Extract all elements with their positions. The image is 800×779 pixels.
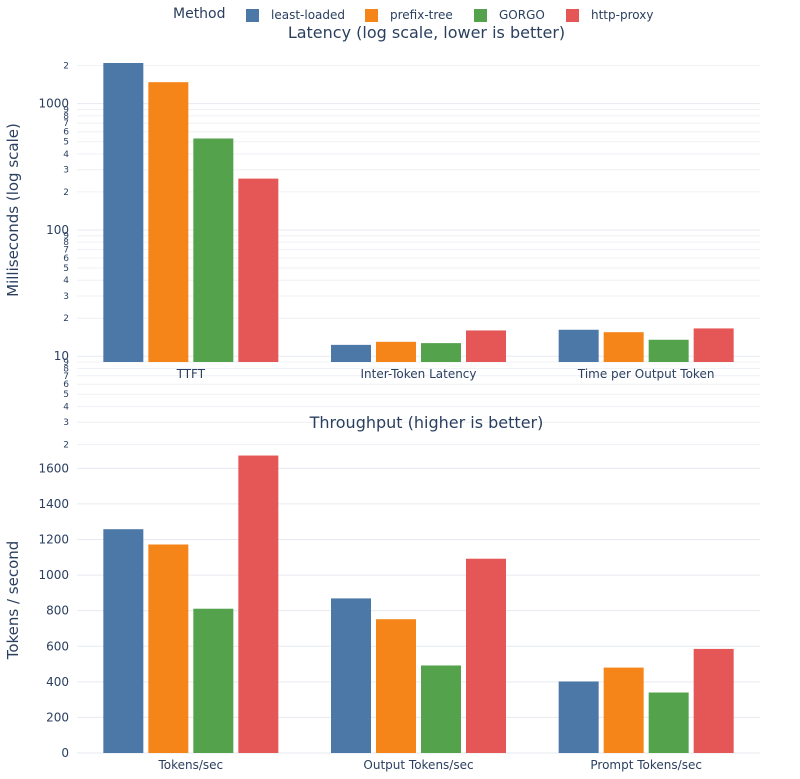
legend-label: http-proxy: [591, 8, 654, 22]
chart-title-0: Latency (log scale, lower is better): [288, 23, 565, 42]
y-tick-label: 1200: [38, 533, 69, 547]
y-tick-label: 100: [46, 223, 69, 237]
y-tick-label: 200: [46, 710, 69, 724]
legend-swatch: [474, 8, 487, 22]
x-tick-label: TTFT: [176, 367, 206, 381]
y-tick-label: 0: [61, 746, 69, 760]
bar-http-proxy-1: [466, 330, 506, 362]
bar-gorgo-0: [193, 608, 234, 753]
legend: Method least-loaded prefix-tree GORGO ht…: [0, 4, 800, 26]
y-minor-tick-label: 6: [63, 128, 69, 138]
y-minor-tick-label: 2: [63, 314, 69, 324]
y-minor-tick-label: 6: [63, 254, 69, 264]
bar-least-loaded-1: [331, 344, 371, 362]
legend-label: GORGO: [499, 8, 545, 22]
y-tick-label: 600: [46, 639, 69, 653]
y-minor-tick-label: 4: [63, 402, 69, 412]
legend-swatch: [246, 8, 259, 22]
legend-label: least-loaded: [271, 8, 346, 22]
bar-least-loaded-2: [558, 681, 599, 753]
chart-title-1: Throughput (higher is better): [309, 413, 544, 432]
legend-swatch: [365, 8, 378, 22]
y-minor-tick-label: 2: [63, 440, 69, 450]
bar-least-loaded-0: [103, 62, 144, 362]
y-minor-tick-label: 6: [63, 380, 69, 390]
bar-http-proxy-2: [693, 328, 734, 362]
y-minor-tick-label: 8: [63, 238, 69, 248]
bar-http-proxy-1: [466, 558, 506, 753]
y-axis-label-1: Tokens / second: [4, 541, 22, 661]
x-tick-label: Inter-Token Latency: [360, 367, 476, 381]
bar-least-loaded-0: [103, 529, 144, 753]
x-tick-label: Output Tokens/sec: [363, 758, 473, 772]
y-tick-label: 1000: [38, 568, 69, 582]
bar-least-loaded-2: [558, 329, 599, 362]
bar-gorgo-1: [421, 665, 461, 753]
y-minor-tick-label: 2: [63, 188, 69, 198]
y-minor-tick-label: 5: [63, 138, 69, 148]
y-minor-tick-label: 5: [63, 390, 69, 400]
legend-item-http-proxy[interactable]: http-proxy: [566, 8, 653, 22]
y-minor-tick-label: 8: [63, 364, 69, 374]
legend-item-prefix-tree[interactable]: prefix-tree: [365, 8, 453, 22]
x-tick-label: Time per Output Token: [577, 367, 715, 381]
y-minor-tick-label: 5: [63, 264, 69, 274]
legend-title: Method: [173, 6, 226, 22]
y-axis-label-0: Milliseconds (log scale): [4, 123, 22, 297]
bar-prefix-tree-0: [148, 544, 189, 753]
bar-gorgo-0: [193, 138, 234, 362]
legend-item-least-loaded[interactable]: least-loaded: [246, 8, 345, 22]
bar-prefix-tree-1: [376, 341, 416, 362]
bar-prefix-tree-1: [376, 619, 416, 753]
y-minor-tick-label: 2: [63, 62, 69, 72]
bar-gorgo-1: [421, 343, 461, 362]
y-minor-tick-label: 9: [63, 358, 69, 368]
y-minor-tick-label: 4: [63, 150, 69, 160]
x-tick-label: Prompt Tokens/sec: [590, 758, 702, 772]
bar-http-proxy-0: [238, 178, 279, 362]
y-minor-tick-label: 3: [63, 292, 69, 302]
bar-gorgo-2: [648, 339, 689, 362]
bar-http-proxy-0: [238, 455, 279, 753]
y-minor-tick-label: 7: [63, 119, 69, 129]
y-tick-label: 1000: [38, 97, 69, 111]
y-minor-tick-label: 9: [63, 105, 69, 115]
y-tick-label: 400: [46, 675, 69, 689]
y-minor-tick-label: 3: [63, 166, 69, 176]
y-minor-tick-label: 9: [63, 232, 69, 242]
y-tick-label: 800: [46, 604, 69, 618]
y-minor-tick-label: 3: [63, 418, 69, 428]
y-tick-label: 10: [54, 349, 69, 363]
y-tick-label: 1600: [38, 461, 69, 475]
y-minor-tick-label: 4: [63, 276, 69, 286]
y-minor-tick-label: 7: [63, 246, 69, 256]
legend-label: prefix-tree: [390, 8, 453, 22]
legend-item-gorgo[interactable]: GORGO: [474, 8, 545, 22]
bar-least-loaded-1: [331, 598, 371, 753]
y-minor-tick-label: 7: [63, 372, 69, 382]
bar-prefix-tree-2: [603, 667, 644, 753]
x-tick-label: Tokens/sec: [157, 758, 223, 772]
y-tick-label: 1400: [38, 497, 69, 511]
legend-swatch: [566, 8, 579, 22]
bar-http-proxy-2: [693, 648, 734, 753]
bar-prefix-tree-0: [148, 82, 189, 362]
bar-prefix-tree-2: [603, 332, 644, 362]
bar-gorgo-2: [648, 692, 689, 753]
y-minor-tick-label: 8: [63, 112, 69, 122]
